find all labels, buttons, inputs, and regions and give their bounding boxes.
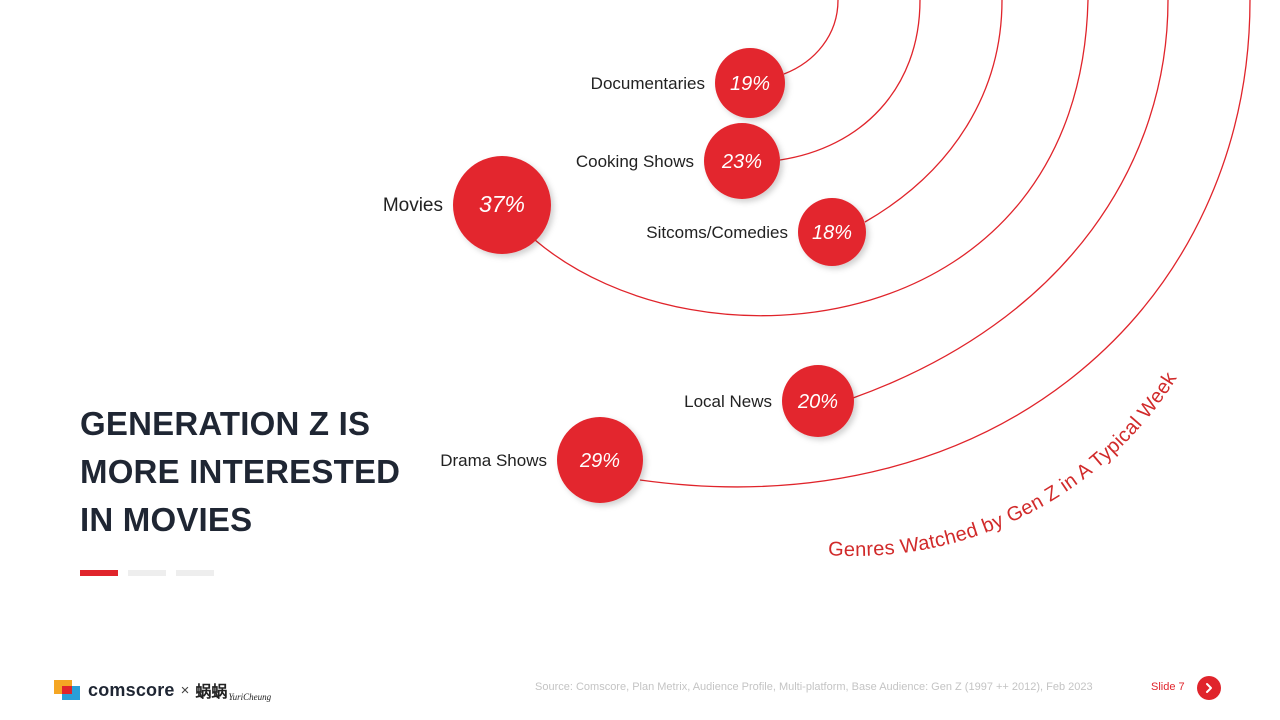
category-label-drama-shows: Drama Shows <box>440 451 547 470</box>
bubble-group-local-news: 20% Local News <box>684 365 854 437</box>
brand-name: comscore <box>88 679 175 700</box>
pager-dot-active <box>80 570 118 576</box>
bubble-drama-shows <box>557 417 643 503</box>
partner-logo: 蜗蜗 YuriCheung <box>195 678 271 702</box>
slide-pager <box>80 570 214 576</box>
headline-line-3: IN MOVIES <box>80 501 253 538</box>
slide-number: Slide 7 <box>1151 681 1185 693</box>
arc-drama-shows <box>639 0 1251 488</box>
bubble-movies <box>453 156 551 254</box>
arc-local-news <box>852 0 1169 399</box>
value-label-cooking-shows: 23% <box>721 151 762 173</box>
category-label-local-news: Local News <box>684 392 772 411</box>
arc-movies <box>534 0 1089 317</box>
partner-logo-en: YuriCheung <box>228 692 272 702</box>
headline-line-1: GENERATION Z IS <box>80 405 371 442</box>
footer-logos: comscore × 蜗蜗 YuriCheung <box>54 678 271 702</box>
source-note: Source: Comscore, Plan Metrix, Audience … <box>535 681 1093 693</box>
bubble-group-cooking-shows: 23% Cooking Shows <box>576 123 780 199</box>
value-label-movies: 37% <box>479 191 525 217</box>
bubble-local-news <box>782 365 854 437</box>
bubble-group-movies: 37% Movies <box>383 156 551 254</box>
arc-sitcoms-comedies <box>864 0 1003 223</box>
collab-separator: × <box>180 681 190 699</box>
value-label-documentaries: 19% <box>730 73 770 95</box>
category-label-documentaries: Documentaries <box>591 74 705 93</box>
page-headline: GENERATION Z IS MORE INTERESTED IN MOVIE… <box>80 400 400 544</box>
partner-logo-cn: 蜗蜗 <box>195 682 228 701</box>
bubble-sitcoms-comedies <box>798 198 866 266</box>
bubble-cooking-shows <box>704 123 780 199</box>
bubble-group-drama-shows: 29% Drama Shows <box>440 417 643 503</box>
arc-documentaries <box>783 0 839 75</box>
chart-title: Genres Watched by Gen Z in A Typical Wee… <box>828 368 1182 561</box>
value-label-sitcoms-comedies: 18% <box>812 222 852 244</box>
bubble-documentaries <box>715 48 785 118</box>
category-label-sitcoms-comedies: Sitcoms/Comedies <box>646 223 788 242</box>
value-label-local-news: 20% <box>797 391 838 413</box>
next-slide-button[interactable] <box>1197 676 1221 700</box>
headline-line-2: MORE INTERESTED <box>80 453 401 490</box>
bubble-group-sitcoms-comedies: 18% Sitcoms/Comedies <box>646 198 866 266</box>
category-label-movies: Movies <box>383 195 443 216</box>
chevron-right-icon <box>1206 683 1212 693</box>
comscore-logo-icon <box>54 680 80 700</box>
bubble-group-documentaries: 19% Documentaries <box>591 48 785 118</box>
chart-title-text: Genres Watched by Gen Z in A Typical Wee… <box>828 368 1182 561</box>
pager-dot <box>176 570 214 576</box>
pager-dot <box>128 570 166 576</box>
category-label-cooking-shows: Cooking Shows <box>576 152 694 171</box>
arc-cooking-shows <box>779 0 921 161</box>
value-label-drama-shows: 29% <box>579 450 620 472</box>
